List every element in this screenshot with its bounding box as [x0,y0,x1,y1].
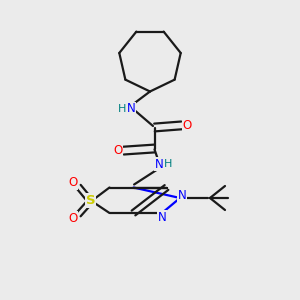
Text: O: O [68,212,77,225]
Text: H: H [118,104,126,115]
Text: S: S [86,194,96,207]
Text: N: N [127,102,136,116]
Text: N: N [178,189,187,202]
Text: N: N [154,158,164,171]
Text: N: N [158,211,166,224]
Text: O: O [68,176,77,189]
Text: O: O [113,144,122,157]
Text: H: H [164,159,172,169]
Text: O: O [182,119,191,132]
